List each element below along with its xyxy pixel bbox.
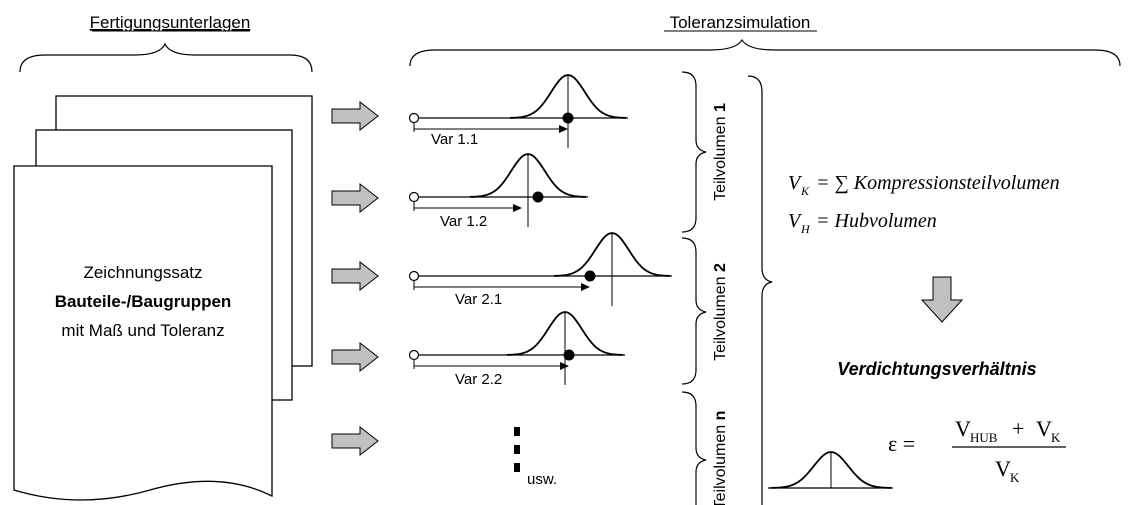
header-fertigungsunterlagen: Fertigungsunterlagen <box>90 13 251 32</box>
document-page-front <box>13 165 273 501</box>
group-label-2: Teilvolumen 2 <box>712 263 729 361</box>
variable-label: Var 2.1 <box>455 291 502 308</box>
down-arrow-icon <box>920 276 964 323</box>
left-brace <box>19 42 313 73</box>
ellipsis-dot <box>514 427 520 436</box>
formula-vk-rhs: = ∑ Kompressionsteilvolumen <box>816 172 1060 194</box>
formula-vh-rhs: = Hubvolumen <box>816 210 937 232</box>
variable-label: Var 2.2 <box>455 371 502 388</box>
numerator-plus: + <box>1012 416 1024 441</box>
variable-row: Var 1.1 <box>408 74 628 148</box>
variable-row: Var 1.2 <box>408 153 588 230</box>
right-brace <box>409 38 1121 67</box>
group-label-1-index: 1 <box>712 103 729 112</box>
numerator-v2: V <box>1036 416 1052 441</box>
origin-marker <box>408 349 420 361</box>
origin-marker <box>408 270 420 282</box>
block-arrow-icon <box>331 260 379 292</box>
ellipsis-dots <box>514 427 520 472</box>
dimension-arrowhead <box>513 204 522 212</box>
denominator-v: V <box>995 456 1011 481</box>
group-brace-1 <box>681 71 707 233</box>
header-toleranzsimulation: Toleranzsimulation <box>670 13 811 32</box>
result-distribution <box>768 451 893 489</box>
formula-vh-subscript: H <box>800 222 811 236</box>
group-brace-2 <box>681 237 707 385</box>
epsilon-lhs: ε = <box>888 431 915 456</box>
epsilon-formula: ε = V HUB + V K V K <box>888 416 1066 485</box>
document-line-1: Zeichnungssatz <box>83 263 202 282</box>
denominator-sub: K <box>1010 470 1020 485</box>
block-arrow-icon <box>331 100 379 132</box>
formula-vk-subscript: K <box>800 184 810 198</box>
group-label-n: Teilvolumen n <box>712 411 729 505</box>
group-brace-n <box>681 391 707 505</box>
numerator-sub2: K <box>1051 430 1061 445</box>
sample-point <box>584 270 596 282</box>
group-label-n-index: n <box>712 411 729 421</box>
document-line-3: mit Maß und Toleranz <box>61 321 224 340</box>
document-stack <box>13 95 313 501</box>
block-arrow-icon <box>331 341 379 373</box>
variable-label: Var 1.2 <box>440 213 487 230</box>
summation-brace <box>747 75 773 505</box>
group-label-2-prefix: Teilvolumen <box>712 272 729 361</box>
dimension-arrowhead <box>581 283 590 291</box>
ellipsis-dot <box>514 445 520 454</box>
dimension-arrowhead <box>559 125 568 133</box>
block-arrows <box>331 100 379 457</box>
variable-label: Var 1.1 <box>431 131 478 148</box>
block-arrow-icon <box>331 425 379 457</box>
variable-row: Var 2.2 <box>408 311 625 388</box>
origin-marker <box>408 112 420 124</box>
variable-row: Var 2.1 <box>408 232 672 308</box>
sample-point <box>563 349 575 361</box>
document-line-2: Bauteile-/Baugruppen <box>55 292 232 311</box>
formula-vk: V K = ∑ Kompressionsteilvolumen <box>788 172 1060 198</box>
origin-marker <box>408 191 420 203</box>
ellipsis-dot <box>514 463 520 472</box>
group-label-n-prefix: Teilvolumen <box>712 420 729 505</box>
formula-vh: V H = Hubvolumen <box>788 210 937 236</box>
formula-vk-symbol: V <box>788 172 803 194</box>
variable-rows: Var 1.1 Var 1.2 Var 2.1 Var 2.2 <box>408 74 672 388</box>
result-title: Verdichtungsverhältnis <box>837 359 1036 379</box>
numerator-v1: V <box>955 416 971 441</box>
group-label-1-prefix: Teilvolumen <box>712 112 729 201</box>
sample-point <box>532 191 544 203</box>
group-label-2-index: 2 <box>712 263 729 272</box>
numerator-sub1: HUB <box>970 430 998 445</box>
group-label-1: Teilvolumen 1 <box>712 103 729 201</box>
etc-label: usw. <box>527 471 557 488</box>
sample-point <box>562 112 574 124</box>
formula-vh-symbol: V <box>788 210 803 232</box>
dimension-arrowhead <box>560 362 569 370</box>
block-arrow-icon <box>331 182 379 214</box>
